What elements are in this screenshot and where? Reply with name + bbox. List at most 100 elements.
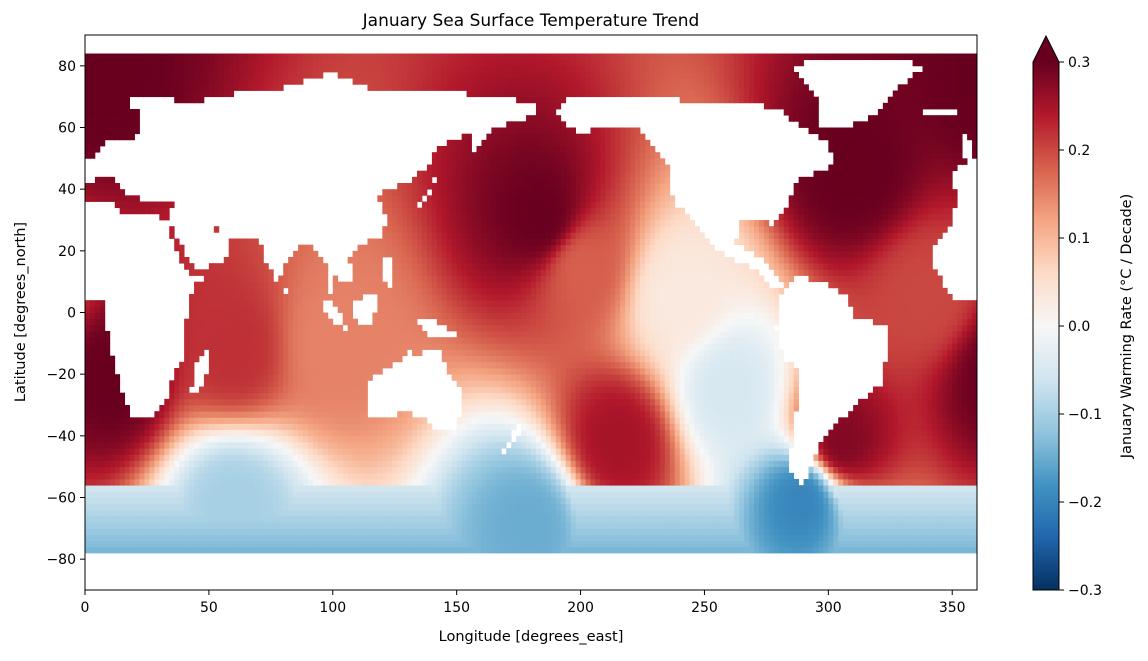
heatmap-cell (724, 522, 730, 529)
heatmap-cell (887, 442, 894, 449)
heatmap-cell (689, 516, 695, 523)
heatmap-cell (446, 454, 453, 461)
heatmap-cell (119, 454, 126, 461)
heatmap-cell (674, 497, 681, 505)
heatmap-cell (268, 392, 274, 400)
heatmap-cell (734, 411, 740, 418)
heatmap-cell (134, 460, 140, 468)
heatmap-cell (461, 405, 467, 412)
heatmap-cell (605, 448, 611, 455)
heatmap-cell (114, 479, 121, 486)
heatmap-cell (506, 454, 512, 461)
heatmap-cell (882, 417, 889, 424)
heatmap-cell (511, 405, 517, 412)
heatmap-cell (699, 472, 705, 480)
heatmap-cell (535, 460, 542, 468)
heatmap-cell (957, 386, 963, 394)
heatmap-cell (288, 540, 294, 548)
heatmap-cell (669, 417, 676, 424)
heatmap-cell (674, 392, 681, 400)
heatmap-cell (218, 374, 225, 381)
heatmap-cell (208, 540, 215, 548)
heatmap-cell (684, 374, 690, 381)
heatmap-cell (357, 472, 363, 480)
heatmap-cell (783, 380, 790, 387)
heatmap-cell (312, 405, 319, 412)
heatmap-cell (174, 448, 180, 455)
heatmap-cell (749, 491, 755, 498)
heatmap-cell (451, 516, 458, 523)
heatmap-cell (882, 546, 889, 554)
heatmap-cell (684, 398, 690, 406)
heatmap-cell (942, 491, 948, 498)
heatmap-cell (625, 392, 631, 400)
heatmap-cell (535, 392, 542, 400)
heatmap-cell (352, 540, 358, 548)
heatmap-cell (823, 466, 829, 474)
heatmap-cell (932, 509, 938, 517)
heatmap-cell (194, 509, 200, 517)
heatmap-cell (724, 479, 730, 486)
heatmap-cell (496, 516, 502, 523)
heatmap-cell (555, 516, 562, 523)
heatmap-cell (550, 472, 557, 480)
heatmap-cell (957, 423, 963, 431)
heatmap-cell (402, 503, 408, 511)
heatmap-cell (208, 485, 215, 492)
heatmap-cell (169, 429, 175, 437)
heatmap-cell (194, 398, 200, 406)
heatmap-cell (521, 454, 527, 461)
heatmap-cell (679, 398, 686, 406)
heatmap-cell (912, 534, 918, 542)
heatmap-cell (640, 479, 646, 486)
heatmap-cell (481, 503, 487, 511)
heatmap-cell (897, 368, 904, 375)
heatmap-cell (431, 429, 438, 437)
heatmap-cell (491, 398, 497, 406)
heatmap-cell (124, 454, 130, 461)
heatmap-cell (600, 491, 606, 498)
heatmap-cell (372, 516, 378, 523)
heatmap-cell (590, 417, 596, 424)
heatmap-cell (303, 454, 309, 461)
heatmap-cell (337, 516, 344, 523)
heatmap-cell (818, 546, 824, 554)
heatmap-cell (749, 380, 755, 387)
heatmap-cell (704, 516, 710, 523)
heatmap-cell (129, 442, 135, 449)
heatmap-cell (223, 380, 230, 387)
heatmap-cell (441, 503, 448, 511)
heatmap-cell (417, 509, 423, 517)
heatmap-cell (704, 528, 710, 535)
heatmap-cell (758, 466, 765, 474)
heatmap-cell (872, 528, 879, 535)
heatmap-cell (189, 442, 195, 449)
heatmap-cell (679, 485, 686, 492)
heatmap-cell (436, 429, 443, 437)
heatmap-cell (521, 417, 527, 424)
heatmap-cell (243, 423, 249, 431)
heatmap-cell (531, 435, 537, 443)
heatmap-cell (863, 429, 869, 437)
heatmap-cell (545, 448, 552, 455)
heatmap-cell (595, 374, 601, 381)
heatmap-cell (288, 472, 294, 480)
heatmap-cell (778, 368, 785, 375)
heatmap-cell (580, 411, 586, 418)
heatmap-cell (521, 374, 527, 381)
heatmap-cell (253, 454, 259, 461)
heatmap-cell (709, 472, 715, 480)
heatmap-cell (342, 429, 349, 437)
heatmap-cell (917, 534, 923, 542)
heatmap-cell (654, 466, 661, 474)
heatmap-cell (739, 398, 745, 406)
heatmap-cell (417, 497, 423, 505)
heatmap-cell (932, 392, 938, 400)
heatmap-cell (813, 460, 819, 468)
heatmap-cell (823, 472, 829, 480)
heatmap-cell (417, 429, 423, 437)
heatmap-cell (308, 479, 314, 486)
heatmap-cell (278, 448, 284, 455)
heatmap-cell (223, 466, 230, 474)
heatmap-cell (754, 405, 760, 412)
